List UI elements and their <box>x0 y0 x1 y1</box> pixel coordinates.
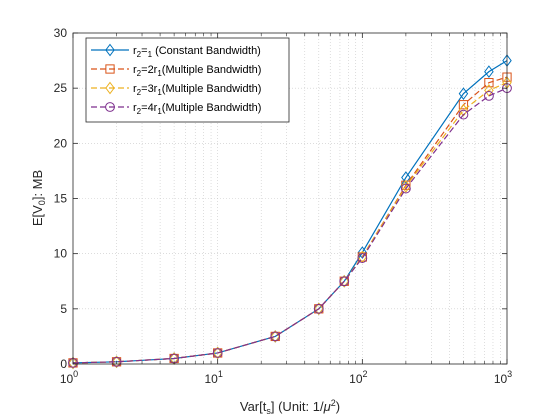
data-point <box>313 303 324 314</box>
series-line <box>72 87 508 364</box>
y-tick-label: 30 <box>54 26 68 40</box>
legend: r2=1 (Constant Bandwidth) r2=2r1(Multiple… <box>85 37 290 123</box>
y-tick-label: 5 <box>60 302 67 316</box>
data-point <box>314 302 324 316</box>
data-point <box>212 346 223 360</box>
legend-swatch-marker <box>105 64 115 74</box>
y-tick-label: 15 <box>54 192 68 206</box>
data-point <box>339 276 350 287</box>
y-tick-label: 0 <box>60 357 67 371</box>
y-tick-label: 20 <box>54 136 68 150</box>
data-point <box>458 87 469 101</box>
data-point <box>458 103 469 117</box>
y-axis-label: E[V0]: MB <box>30 170 47 226</box>
legend-entry: r2=4r1(Multiple Bandwidth) <box>91 102 261 116</box>
legend-label: r2=4r1(Multiple Bandwidth) <box>133 102 261 116</box>
legend-swatch-marker <box>105 81 115 95</box>
x-tick-label: 101 <box>204 369 222 386</box>
data-point <box>68 356 78 370</box>
legend-box <box>85 37 290 123</box>
y-tick-label: 10 <box>54 247 68 261</box>
axes <box>72 32 508 365</box>
data-point <box>401 171 411 184</box>
data-point <box>339 274 350 288</box>
legend-swatch-marker <box>105 43 115 57</box>
legend-label: r2=1 (Constant Bandwidth) <box>133 45 261 59</box>
data-point <box>458 109 469 120</box>
data-point <box>484 65 494 78</box>
legend-entry: r2=1 (Constant Bandwidth) <box>91 43 261 59</box>
data-point <box>111 355 122 369</box>
data-point <box>212 348 223 358</box>
data-point <box>270 331 281 342</box>
data-point <box>484 84 494 97</box>
legend-label: r2=2r1(Multiple Bandwidth) <box>133 64 261 78</box>
x-tick-label: 103 <box>494 369 512 386</box>
legend-entry: r2=2r1(Multiple Bandwidth) <box>91 64 261 78</box>
tick-labels: 0 5 10 15 20 25 30 100 101 102 103 <box>54 26 513 386</box>
legend-entry: r2=3r1(Multiple Bandwidth) <box>91 81 261 97</box>
data-point <box>357 253 368 263</box>
data-point <box>458 100 469 110</box>
y-tick-label: 25 <box>54 81 68 95</box>
data-point <box>357 246 368 259</box>
x-tick-label: 102 <box>349 369 367 386</box>
data-point <box>484 90 494 101</box>
legend-swatch-marker <box>105 102 115 112</box>
data-point <box>111 356 122 367</box>
x-tick-label: 100 <box>60 369 78 386</box>
data-point <box>484 78 494 88</box>
grid <box>73 33 507 364</box>
legend-label: r2=3r1(Multiple Bandwidth) <box>133 83 261 97</box>
data-point <box>400 183 411 194</box>
x-axis-label: Var[ts] (Unit: 1/μ2) <box>240 398 340 416</box>
